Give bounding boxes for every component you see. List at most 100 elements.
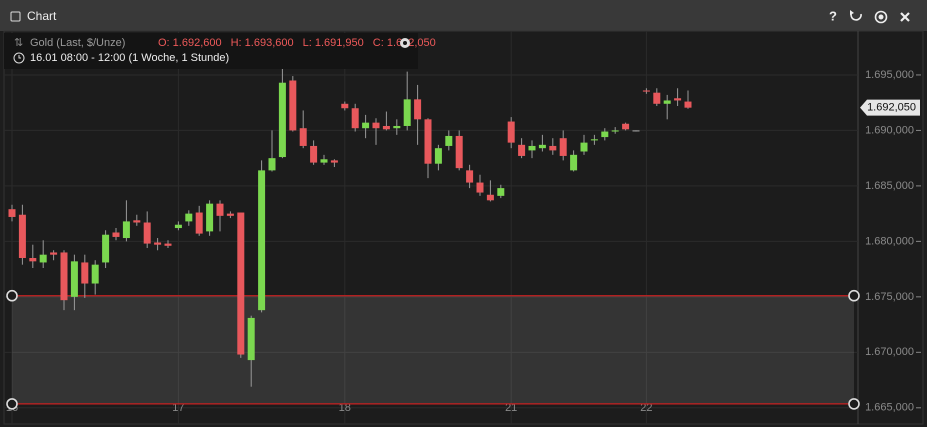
zone-handle	[6, 289, 18, 302]
candle-body	[424, 119, 432, 164]
ohlc-label: H: 1.693,600	[231, 37, 294, 49]
clock-hands	[18, 55, 21, 59]
y-tick-label: 1.690,000	[865, 124, 914, 136]
candle-body	[362, 122, 370, 129]
ohlc-label: O: 1.692,600	[158, 37, 222, 49]
x-tick-label: 22	[640, 402, 652, 414]
candle-body	[559, 138, 567, 156]
zone-area	[12, 295, 854, 404]
candle-body	[341, 103, 349, 109]
settings-icon[interactable]	[874, 10, 888, 24]
candle-body	[122, 221, 130, 239]
ohlc-label: L: 1.691,950	[303, 37, 364, 49]
candle-body	[393, 125, 401, 129]
zone-handle	[6, 398, 18, 410]
help-icon[interactable]: ?	[829, 8, 837, 23]
candle-body	[50, 252, 58, 255]
candle-body	[674, 98, 682, 101]
window-title: Chart	[27, 9, 57, 23]
instrument: Gold (Last, $/Unze)	[30, 37, 125, 49]
candle-body	[195, 212, 203, 234]
close-icon[interactable]	[900, 12, 910, 22]
candle-body	[174, 224, 182, 229]
plot-bg	[3, 30, 924, 425]
candle-body	[434, 148, 442, 164]
candle-body	[590, 139, 598, 141]
title-bar	[0, 0, 927, 31]
candle-body	[154, 242, 162, 245]
candle-body	[507, 121, 515, 143]
x-tick-label: 21	[505, 402, 517, 414]
candle-body	[206, 203, 214, 232]
candle-body	[320, 159, 328, 163]
price-tag-label: 1.692,050	[867, 102, 916, 114]
y-tick-label: 1.695,000	[865, 69, 914, 81]
candle-body	[372, 122, 380, 129]
period: 16.01 08:00 - 12:00 (1 Woche, 1 Stunde)	[30, 52, 229, 64]
checkbox[interactable]	[10, 11, 21, 22]
clock-icon	[13, 52, 25, 64]
candle-body	[29, 258, 37, 262]
candle-body	[642, 90, 650, 92]
candle-body	[518, 144, 526, 156]
candle-body	[497, 188, 505, 196]
candle-body	[653, 92, 661, 104]
candle-body	[268, 158, 276, 171]
y-tick-label: 1.670,000	[865, 346, 914, 358]
candle-body	[91, 264, 99, 284]
y-tick-label: 1.675,000	[865, 291, 914, 303]
candle-body	[611, 130, 619, 132]
series-icon: ⇅	[14, 37, 23, 49]
candle-body	[185, 213, 193, 222]
candle-body	[601, 131, 609, 138]
x-tick-label: 18	[339, 402, 351, 414]
candle-body	[216, 203, 224, 216]
candle-body	[81, 262, 89, 284]
candle-body	[102, 234, 110, 263]
candle-body	[164, 243, 172, 246]
candle-body	[663, 100, 671, 104]
candle-body	[538, 144, 546, 149]
candle-body	[289, 80, 297, 131]
candle-body	[528, 145, 536, 151]
y-tick-label: 1.680,000	[865, 235, 914, 247]
candle-body	[455, 135, 463, 169]
candle-body	[278, 82, 286, 158]
candle-body	[414, 99, 422, 120]
price-tag	[860, 99, 920, 116]
info-box	[4, 33, 418, 69]
y-tick-label: 1.665,000	[865, 402, 914, 414]
candle-body	[445, 135, 453, 146]
candle-body	[622, 123, 630, 130]
candle-body	[351, 108, 359, 129]
candle-body	[112, 232, 120, 237]
candle-body	[237, 212, 245, 355]
candle-body	[8, 209, 16, 217]
info-toggle-dot	[403, 41, 407, 45]
candle-body	[486, 194, 494, 201]
candle-body	[382, 125, 390, 130]
candle-body	[310, 145, 318, 163]
candle-body	[580, 142, 588, 152]
candle-body	[684, 101, 692, 108]
zone-handle	[848, 398, 860, 410]
x-tick-label: 17	[172, 402, 184, 414]
candle-body	[18, 214, 26, 259]
candle-body	[549, 145, 557, 151]
candle-body	[39, 254, 47, 263]
candle-body	[299, 128, 307, 146]
candle-body	[60, 252, 68, 301]
candle-body	[226, 213, 234, 216]
candle-body	[330, 160, 338, 163]
candle-body	[143, 222, 151, 244]
candle-body	[403, 99, 411, 126]
reset-icon[interactable]	[850, 10, 862, 21]
candle-body	[476, 182, 484, 193]
candle-body	[70, 261, 78, 297]
candle-body	[570, 154, 578, 171]
y-tick-label: 1.685,000	[865, 180, 914, 192]
candle-body	[632, 130, 640, 132]
candle-body	[466, 170, 474, 183]
candle-body	[247, 317, 255, 361]
